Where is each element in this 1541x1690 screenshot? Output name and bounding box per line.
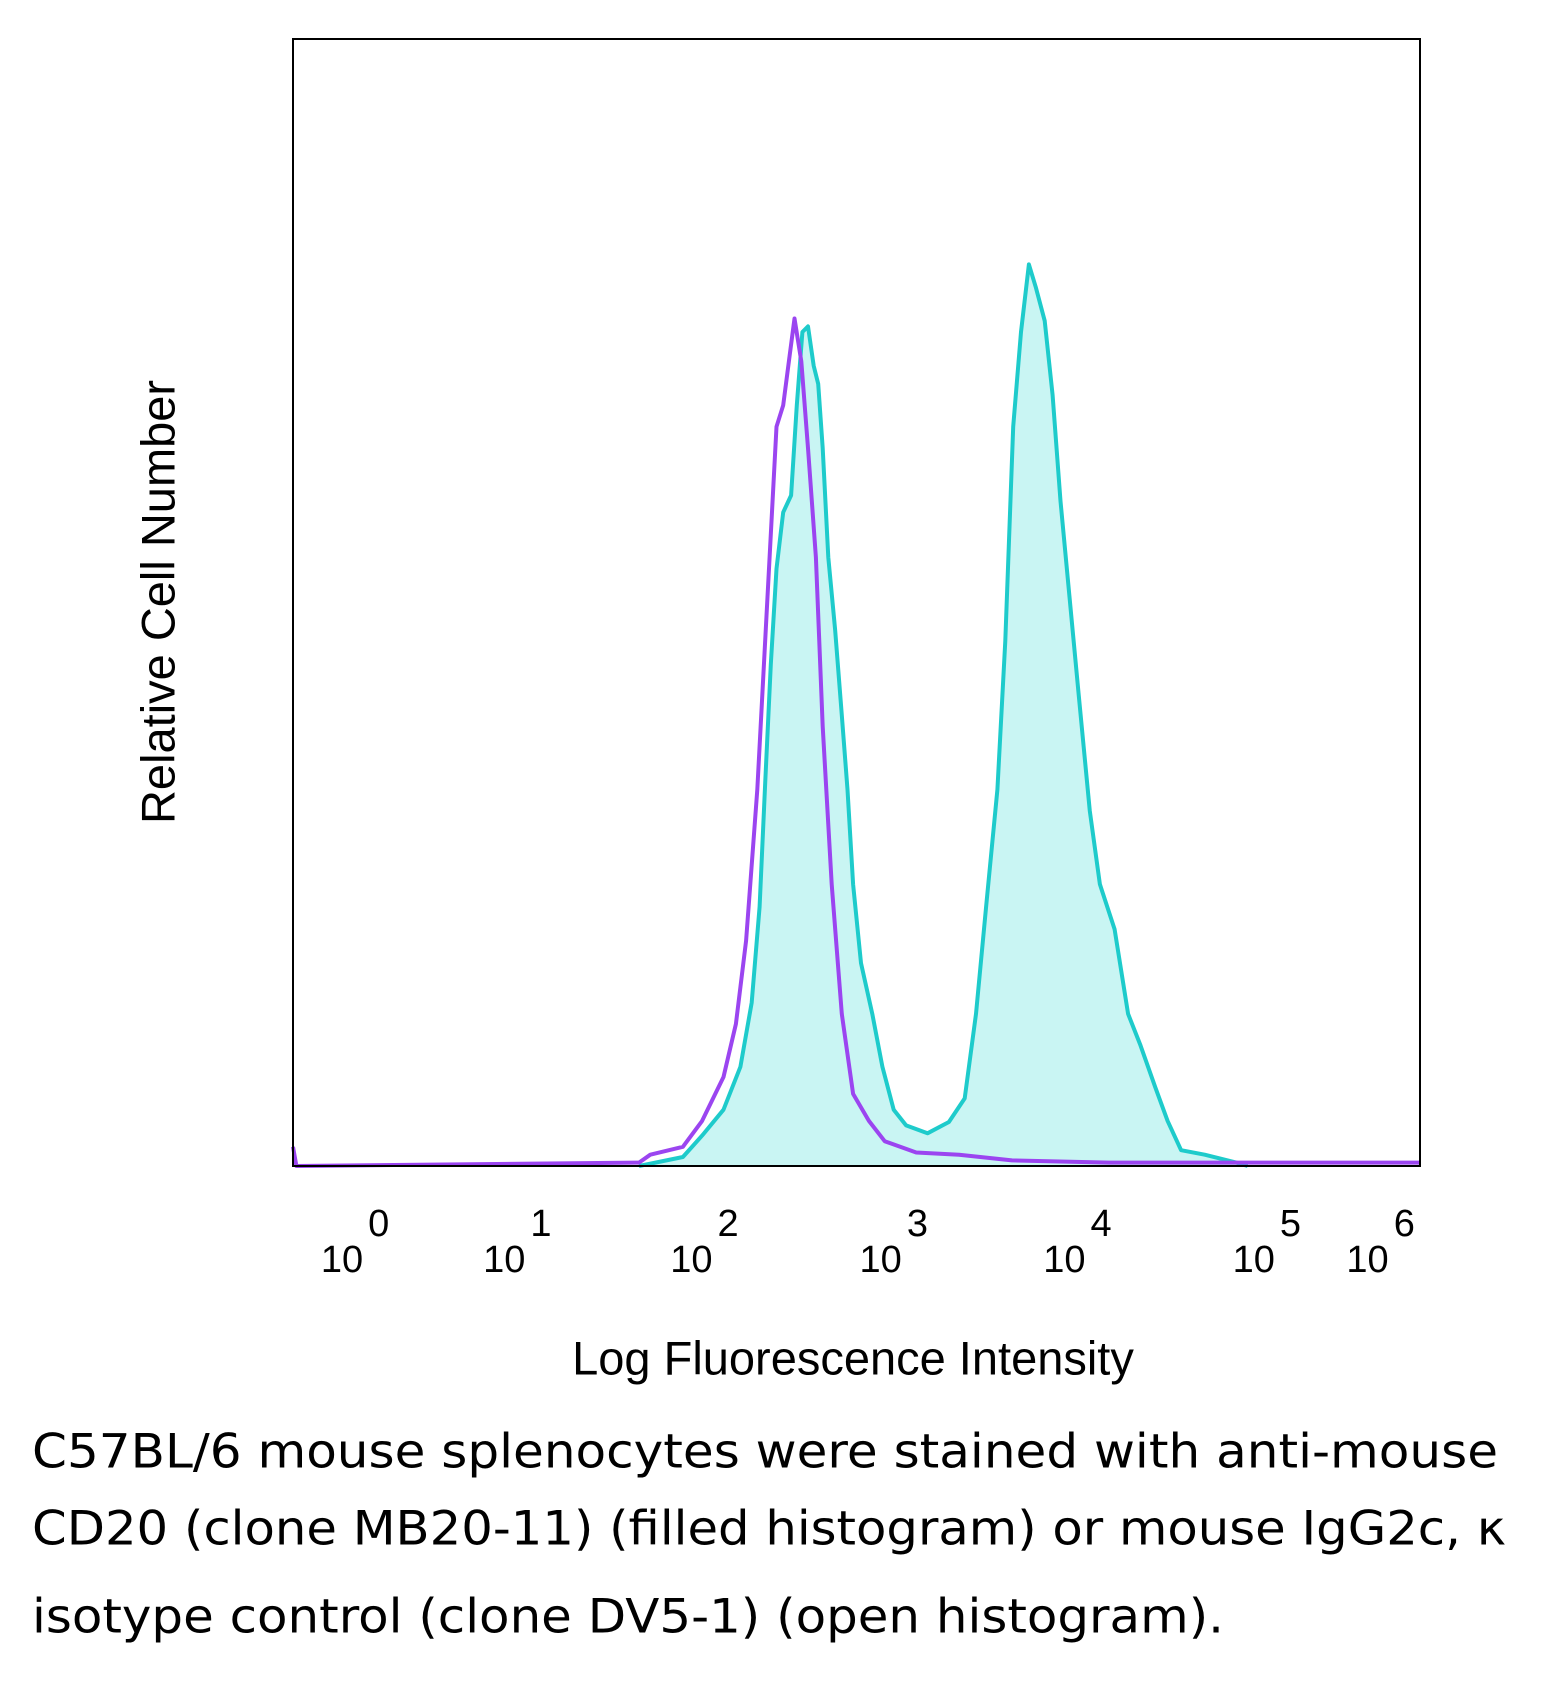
histogram-fill xyxy=(639,264,1248,1166)
x-tick-exponent: 0 xyxy=(368,1203,389,1245)
histogram-line xyxy=(638,262,1249,1168)
x-tick-exponent: 5 xyxy=(1280,1203,1301,1245)
y-axis-label: Relative Cell Number xyxy=(131,380,184,824)
x-tick-label: 10 xyxy=(860,1239,902,1281)
caption-line: CD20 (clone MB20-11) (filled histogram) … xyxy=(32,1502,1506,1557)
histogram-line xyxy=(291,316,1420,1168)
x-tick-exponent: 4 xyxy=(1091,1203,1112,1245)
x-tick-label: 10 xyxy=(1043,1239,1085,1281)
x-tick-label: 10 xyxy=(483,1239,525,1281)
x-tick-exponent: 3 xyxy=(907,1203,928,1245)
x-tick-label: 10 xyxy=(1233,1239,1275,1281)
x-tick-exponent: 2 xyxy=(717,1203,738,1245)
plot-frame xyxy=(292,38,1421,1167)
caption-line: C57BL/6 mouse splenocytes were stained w… xyxy=(32,1425,1498,1480)
x-tick-label: 10 xyxy=(1346,1239,1388,1281)
caption-line: isotype control (clone DV5-1) (open hist… xyxy=(32,1590,1224,1645)
x-tick-label: 10 xyxy=(321,1239,363,1281)
x-tick-exponent: 1 xyxy=(530,1203,551,1245)
x-tick-label: 10 xyxy=(670,1239,712,1281)
x-tick-exponent: 6 xyxy=(1394,1203,1415,1245)
x-axis-label: Log Fluorescence Intensity xyxy=(572,1331,1134,1384)
